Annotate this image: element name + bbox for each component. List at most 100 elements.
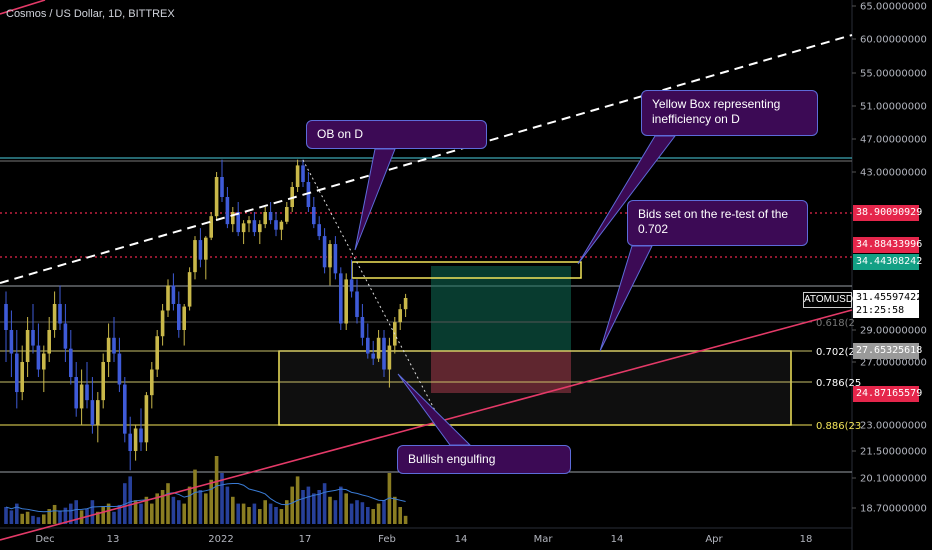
volume-bar (144, 496, 149, 524)
volume-bar (47, 509, 51, 524)
candle-body (58, 303, 62, 324)
candle-body (63, 323, 68, 349)
candle-body (204, 237, 208, 260)
candle-body (133, 428, 138, 451)
time-label: 13 (107, 534, 120, 545)
volume-bar (290, 486, 294, 524)
symbol-label: ATOMUSD (803, 292, 853, 308)
candle-body (274, 220, 278, 230)
volume-bar (166, 483, 170, 524)
volume-bar (177, 500, 181, 524)
candle-body (252, 220, 257, 233)
price-tick-label: 27.00000000 (860, 358, 927, 369)
volume-bar (171, 496, 176, 524)
volume-bar (31, 515, 35, 524)
volume-bar (139, 503, 143, 524)
fib-box (278, 350, 792, 426)
time-label: Mar (534, 534, 554, 545)
time-axis: Dec 13 2022 17 Feb 14 Mar 14 Apr 18 (35, 534, 812, 545)
candle-body (301, 165, 305, 182)
volume-bar (4, 507, 8, 524)
candle-body (312, 207, 316, 225)
candle-body (349, 279, 354, 292)
volume-bar (393, 496, 397, 524)
price-tick-label: 20.10000000 (860, 474, 927, 485)
candle-body (150, 369, 154, 396)
volume-bar (133, 500, 138, 524)
candle-body (187, 272, 192, 307)
candle-body (9, 330, 14, 354)
volume-bar (225, 486, 230, 524)
fib-label: 0.786(25 (816, 378, 861, 389)
volume-bar (209, 479, 213, 524)
candle-body (47, 330, 51, 354)
candle-body (79, 384, 84, 409)
price-tick-label: 47.00000000 (860, 135, 927, 146)
volume-bar (117, 504, 122, 524)
volume-bar (112, 511, 116, 524)
candle-body (279, 221, 284, 230)
candle-body (166, 285, 170, 311)
current-price-box[interactable]: 31.45597422 21:25:58 (853, 290, 922, 318)
candle-body (231, 212, 235, 225)
volume-bar (9, 510, 14, 524)
volume-ma-line (5, 483, 406, 513)
volume-bar (312, 493, 316, 524)
annotation-bids[interactable]: Bids set on the re-test of the 0.702 (627, 200, 808, 246)
volume-bar (306, 486, 311, 524)
candle-body (117, 353, 122, 385)
volume-bar (355, 500, 359, 524)
volume-bar (252, 503, 257, 524)
price-tick-label: 23.00000000 (860, 421, 927, 432)
volume-bar (155, 493, 159, 524)
fib-label: 0.886(23 (816, 421, 861, 432)
candle-body (20, 362, 24, 393)
candle-body (285, 207, 289, 222)
pointer-bids (599, 245, 653, 352)
volume-bar (74, 500, 78, 524)
candle-body (112, 337, 116, 354)
candle-body (268, 212, 273, 221)
pointer-ob (354, 148, 396, 251)
annotation-ob[interactable]: OB on D (306, 120, 487, 149)
volume-bar (339, 486, 343, 524)
price-tag-red-dotted[interactable]: 38.90090929 (853, 205, 922, 221)
candle-body (263, 212, 267, 225)
candle-body (128, 433, 132, 451)
candle-body (177, 303, 181, 330)
chart-title: Cosmos / US Dollar, 1D, BITTREX (6, 8, 175, 20)
volume-bar (198, 490, 203, 524)
annotation-yellow-box[interactable]: Yellow Box representing inefficiency on … (641, 90, 818, 136)
candle-body (31, 330, 35, 346)
price-tick-label: 18.70000000 (860, 504, 927, 515)
price-tag-grey[interactable]: 27.65325618 (853, 343, 922, 359)
volume-bar (349, 503, 354, 524)
price-tick-label: 29.00000000 (860, 326, 927, 337)
candle-body (360, 316, 365, 338)
candle-body (4, 303, 8, 330)
price-tag-red-dotted2[interactable]: 34.88433996 (853, 237, 922, 253)
volume-bar (382, 500, 386, 524)
candle-body (25, 330, 30, 362)
time-label: Dec (35, 534, 54, 545)
price-tag-stop[interactable]: 24.87165579 (853, 386, 922, 402)
candle-body (333, 244, 338, 274)
volume-bar (366, 507, 370, 524)
candle-body (247, 220, 251, 224)
drawing-zones: 0.618(2 0.702(27 0.786(25 0.886(23 (0, 261, 861, 432)
candle-body (69, 348, 73, 378)
annotation-bullish-engulfing[interactable]: Bullish engulfing (397, 445, 571, 474)
price-tag-green[interactable]: 34.44308242 (853, 254, 922, 270)
price-tick-label: 21.50000000 (860, 447, 927, 458)
candle-body (106, 337, 111, 362)
time-label: Feb (378, 534, 396, 545)
candle-body (220, 177, 224, 197)
candle-body (295, 165, 300, 187)
candle-body (322, 236, 327, 268)
stop-zone (431, 351, 571, 393)
target-zone (431, 266, 571, 351)
fib-label: 0.702(27 (816, 347, 861, 358)
volume-bar (42, 514, 46, 524)
